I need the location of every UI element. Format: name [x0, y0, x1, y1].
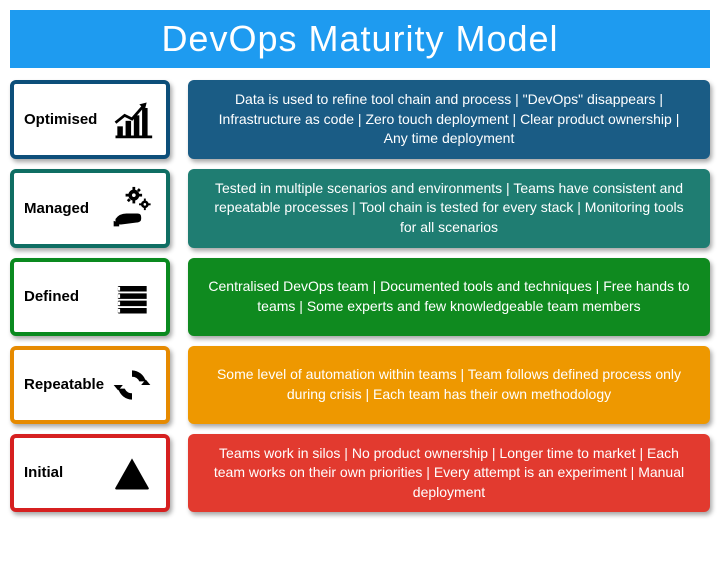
desc-box-repeatable: Some level of automation within teams | …: [188, 346, 710, 424]
desc-text: Centralised DevOps team | Documented too…: [206, 277, 692, 316]
hand-gears-icon: [108, 184, 156, 232]
desc-text: Teams work in silos | No product ownersh…: [206, 444, 692, 503]
desc-text: Some level of automation within teams | …: [206, 365, 692, 404]
title-bar: DevOps Maturity Model: [10, 10, 710, 68]
label-text: Repeatable: [24, 376, 104, 393]
label-text: Optimised: [24, 111, 97, 128]
desc-box-managed: Tested in multiple scenarios and environ…: [188, 169, 710, 248]
levels-container: Optimised Data is used to refine tool ch…: [10, 80, 710, 512]
label-text: Defined: [24, 288, 79, 305]
label-box-defined: Defined: [10, 258, 170, 336]
cycle-icon: [108, 361, 156, 409]
desc-box-initial: Teams work in silos | No product ownersh…: [188, 434, 710, 513]
label-box-optimised: Optimised: [10, 80, 170, 159]
chart-growth-icon: [108, 95, 156, 143]
level-row-defined: Defined Centralised DevOps team | Docume…: [10, 258, 710, 336]
label-text: Initial: [24, 464, 63, 481]
desc-box-defined: Centralised DevOps team | Documented too…: [188, 258, 710, 336]
desc-text: Tested in multiple scenarios and environ…: [206, 179, 692, 238]
label-box-managed: Managed: [10, 169, 170, 248]
level-row-managed: Managed: [10, 169, 710, 248]
warning-icon: [108, 449, 156, 497]
label-text: Managed: [24, 200, 89, 217]
level-row-initial: Initial Teams work in silos | No product…: [10, 434, 710, 513]
level-row-optimised: Optimised Data is used to refine tool ch…: [10, 80, 710, 159]
title-text: DevOps Maturity Model: [161, 18, 558, 59]
desc-text: Data is used to refine tool chain and pr…: [206, 90, 692, 149]
label-box-initial: Initial: [10, 434, 170, 513]
level-row-repeatable: Repeatable Some level of automation with…: [10, 346, 710, 424]
desc-box-optimised: Data is used to refine tool chain and pr…: [188, 80, 710, 159]
label-box-repeatable: Repeatable: [10, 346, 170, 424]
books-icon: [108, 273, 156, 321]
